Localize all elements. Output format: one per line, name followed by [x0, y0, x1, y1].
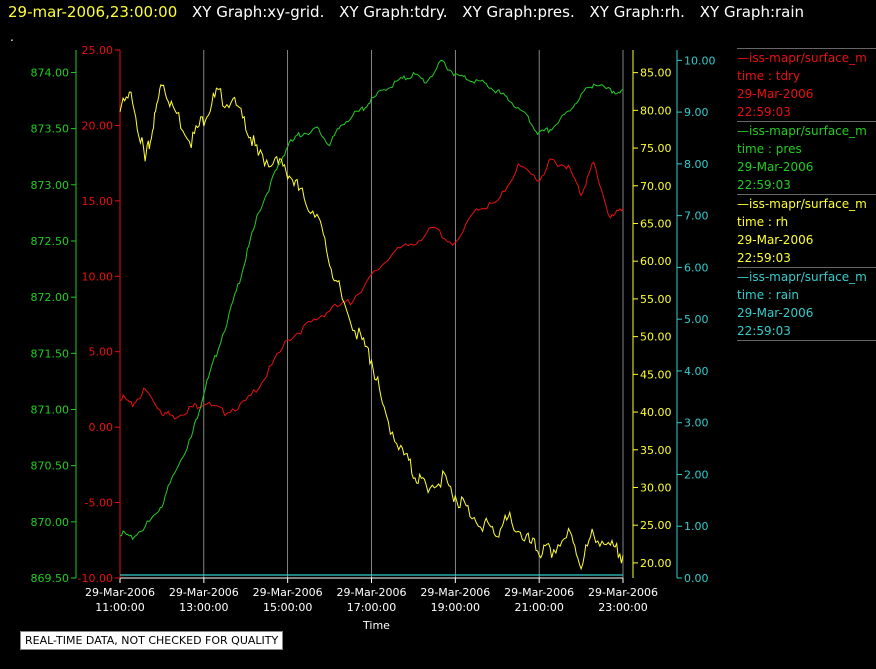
rh-y-tick-label: 45.00 — [640, 368, 672, 381]
legend-time: 22:59:03 — [737, 105, 791, 119]
pres-y-tick-label: 871.50 — [31, 347, 70, 360]
rh-y-tick-label: 85.00 — [640, 67, 672, 80]
rh-y-tick-label: 50.00 — [640, 331, 672, 344]
x-tick-label-date: 29-Mar-2006 — [420, 586, 490, 599]
rain-y-tick-label: 9.00 — [684, 106, 709, 119]
legend-var: time : rain — [737, 288, 800, 302]
pres-y-tick-label: 870.50 — [31, 460, 70, 473]
legend-time: 22:59:03 — [737, 251, 791, 265]
pres-y-tick-label: 872.00 — [31, 291, 70, 304]
tdry-y-tick-label: 20.00 — [82, 119, 114, 132]
legend-var: time : rh — [737, 215, 789, 229]
x-tick-label-time: 11:00:00 — [95, 601, 144, 614]
series-line-rh — [119, 83, 624, 571]
x-tick-label-date: 29-Mar-2006 — [85, 586, 155, 599]
pres-y-tick-label: 871.00 — [31, 403, 70, 416]
x-tick-label-time: 17:00:00 — [347, 601, 396, 614]
graph-title-rh: XY Graph:rh. — [589, 3, 685, 21]
pres-y-tick-label: 873.00 — [31, 179, 70, 192]
x-tick-label-time: 23:00:00 — [598, 601, 647, 614]
quality-note: REAL-TIME DATA, NOT CHECKED FOR QUALITY — [20, 631, 284, 650]
rain-y-tick-label: 6.00 — [684, 261, 709, 274]
tdry-y-tick-label: 0.00 — [89, 421, 114, 434]
x-tick-label-date: 29-Mar-2006 — [253, 586, 323, 599]
rain-y-tick-label: 4.00 — [684, 365, 709, 378]
legend-date: 29-Mar-2006 — [737, 306, 814, 320]
rh-y-tick-label: 30.00 — [640, 481, 672, 494]
legend-src: —iss-mapr/surface_m — [737, 197, 867, 211]
rh-y-tick-label: 80.00 — [640, 104, 672, 117]
series-line-tdry — [120, 158, 624, 420]
rain-y-tick-label: 2.00 — [684, 468, 709, 481]
legend: —iss-mapr/surface_m time : tdry 29-Mar-200… — [737, 48, 876, 341]
tdry-y-tick-label: 25.00 — [82, 44, 114, 57]
x-tick-label-date: 29-Mar-2006 — [504, 586, 574, 599]
tdry-y-tick-label: -10.00 — [78, 572, 113, 585]
graph-title-rain: XY Graph:rain — [699, 3, 805, 21]
x-tick-label-time: 21:00:00 — [514, 601, 563, 614]
tdry-y-tick-label: 15.00 — [82, 195, 114, 208]
legend-time: 22:59:03 — [737, 324, 791, 338]
pres-y-tick-label: 873.50 — [31, 123, 70, 136]
tdry-y-tick-label: -5.00 — [85, 497, 113, 510]
rh-y-tick-label: 25.00 — [640, 519, 672, 532]
rh-y-tick-label: 60.00 — [640, 255, 672, 268]
pres-y-tick-label: 870.00 — [31, 516, 70, 529]
tdry-y-tick-label: 5.00 — [89, 346, 114, 359]
pres-y-tick-label: 869.50 — [31, 572, 70, 585]
legend-date: 29-Mar-2006 — [737, 160, 814, 174]
legend-bottom-rule — [737, 340, 876, 341]
rh-y-tick-label: 70.00 — [640, 180, 672, 193]
rain-y-tick-label: 10.00 — [684, 54, 716, 67]
rh-y-tick-label: 35.00 — [640, 444, 672, 457]
pres-y-tick-label: 874.00 — [31, 66, 70, 79]
x-tick-label-date: 29-Mar-2006 — [588, 586, 658, 599]
x-axis-title: Time — [362, 619, 390, 632]
legend-var: time : pres — [737, 142, 802, 156]
pres-y-tick-label: 872.50 — [31, 235, 70, 248]
rain-y-tick-label: 1.00 — [684, 520, 709, 533]
graph-title-pres: XY Graph:pres. — [462, 3, 575, 21]
chart-header: 29-mar-2006,23:00:00 XY Graph:xy-grid. X… — [8, 3, 804, 21]
rain-y-tick-label: 8.00 — [684, 158, 709, 171]
rh-y-tick-label: 40.00 — [640, 406, 672, 419]
graph-title-tdry: XY Graph:tdry. — [339, 3, 448, 21]
legend-time: 22:59:03 — [737, 178, 791, 192]
x-tick-label-time: 19:00:00 — [431, 601, 480, 614]
tdry-y-tick-label: 10.00 — [82, 270, 114, 283]
legend-src: —iss-mapr/surface_m — [737, 270, 867, 284]
timestamp: 29-mar-2006,23:00:00 — [8, 3, 178, 21]
legend-var: time : tdry — [737, 69, 801, 83]
legend-date: 29-Mar-2006 — [737, 233, 814, 247]
rain-y-tick-label: 5.00 — [684, 313, 709, 326]
rain-y-tick-label: 0.00 — [684, 572, 709, 585]
dot-mark: . — [10, 30, 14, 44]
x-tick-label-time: 13:00:00 — [179, 601, 228, 614]
graph-title-xy-grid: XY Graph:xy-grid. — [192, 3, 325, 21]
legend-src: —iss-mapr/surface_m — [737, 51, 867, 65]
rh-y-tick-label: 75.00 — [640, 142, 672, 155]
rain-y-tick-label: 7.00 — [684, 210, 709, 223]
rh-y-tick-label: 65.00 — [640, 217, 672, 230]
rh-y-tick-label: 55.00 — [640, 293, 672, 306]
x-tick-label-time: 15:00:00 — [263, 601, 312, 614]
x-tick-label-date: 29-Mar-2006 — [169, 586, 239, 599]
legend-src: —iss-mapr/surface_m — [737, 124, 867, 138]
rh-y-tick-label: 20.00 — [640, 557, 672, 570]
rain-y-tick-label: 3.00 — [684, 417, 709, 430]
x-tick-label-date: 29-Mar-2006 — [337, 586, 407, 599]
series-line-pres — [119, 59, 624, 541]
legend-date: 29-Mar-2006 — [737, 87, 814, 101]
